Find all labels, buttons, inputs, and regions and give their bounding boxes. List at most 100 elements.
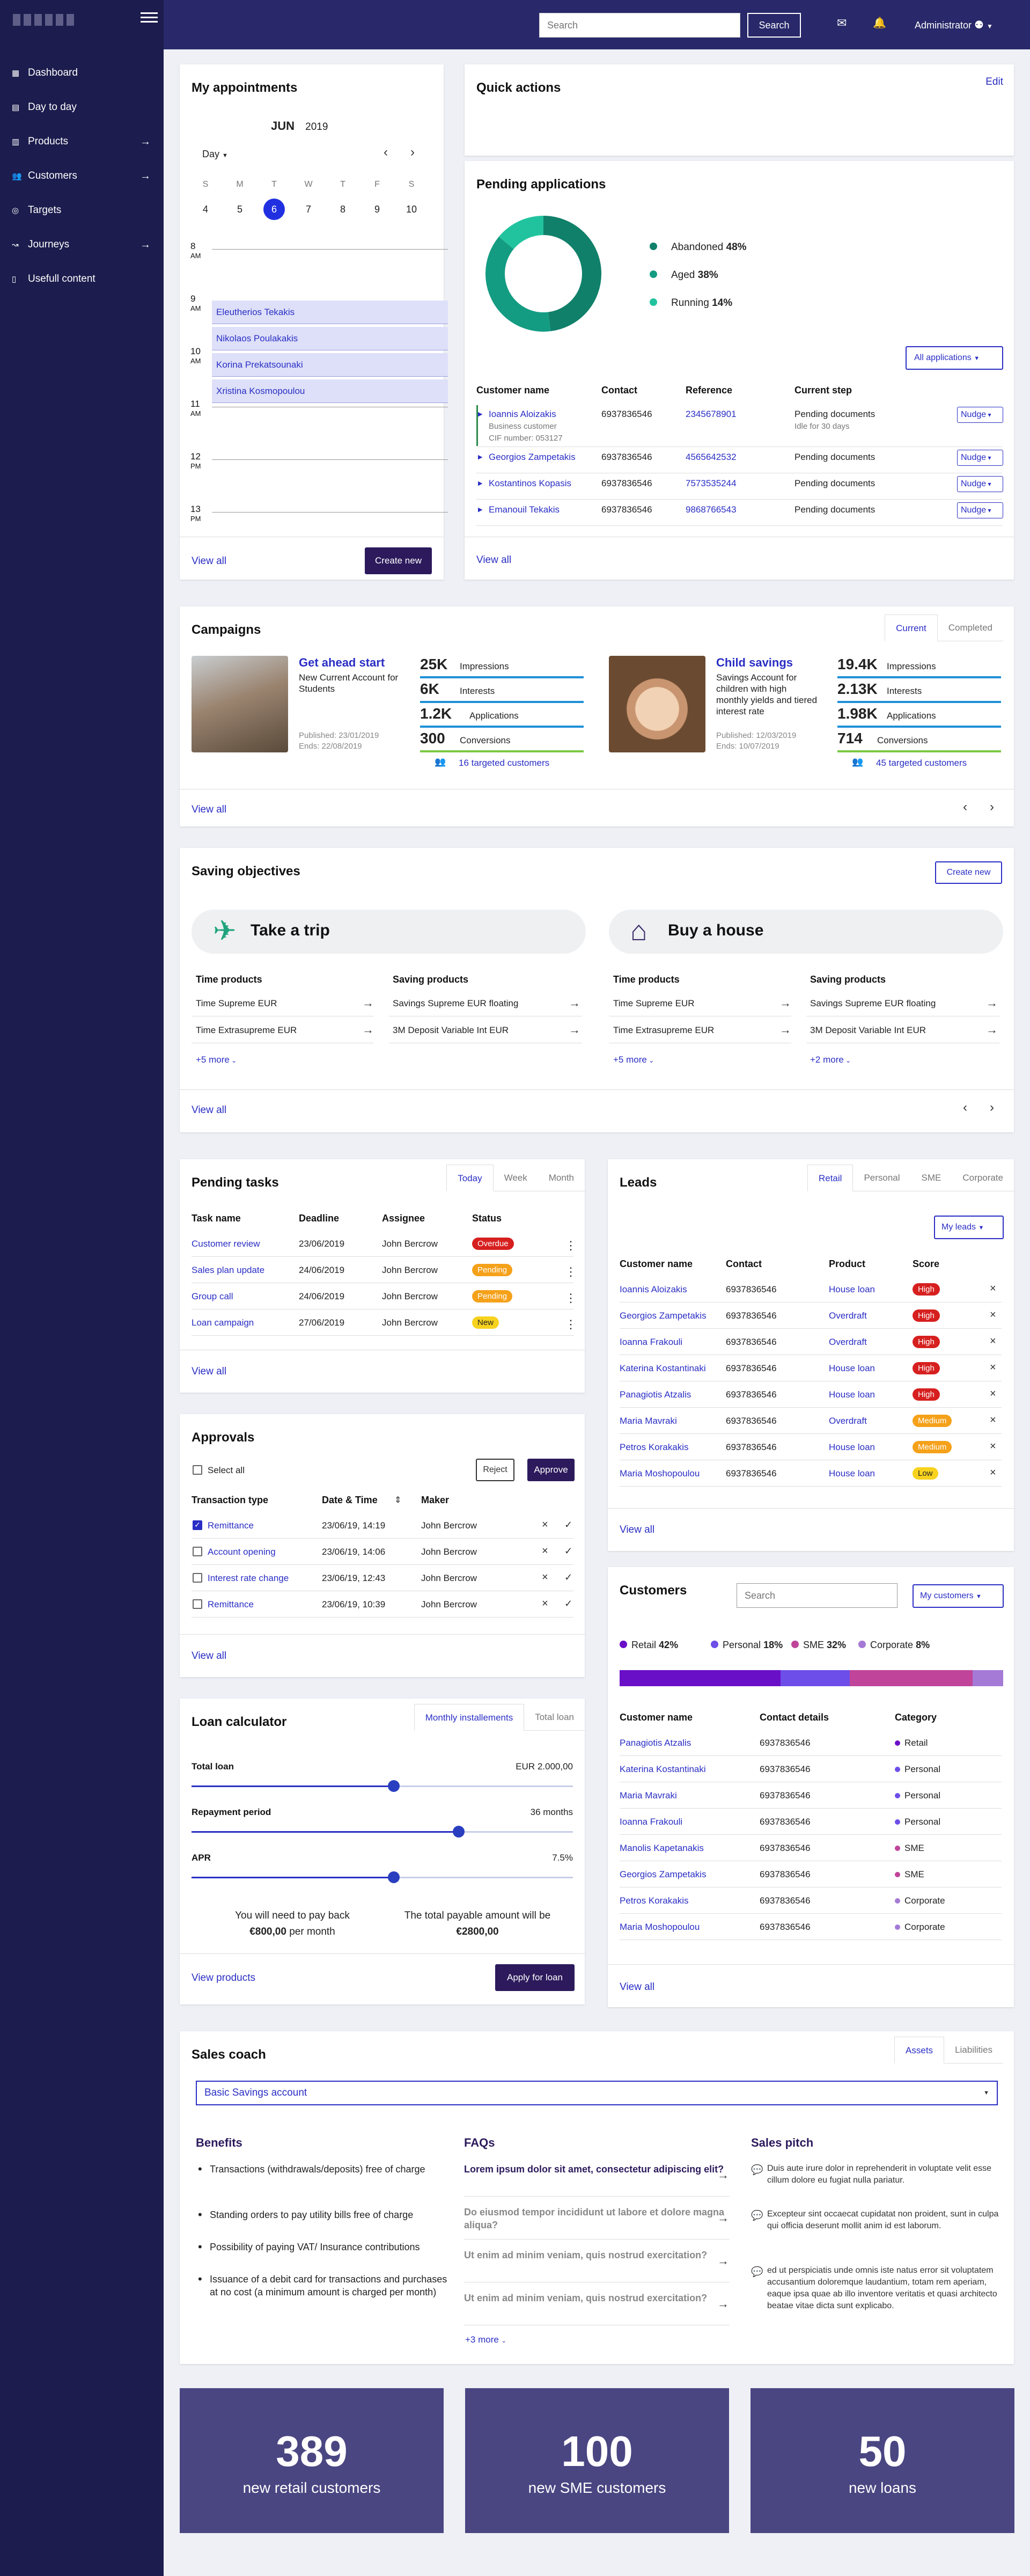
- bell-icon[interactable]: 🔔: [873, 17, 886, 29]
- edit-link[interactable]: Edit: [985, 76, 1003, 87]
- close-icon[interactable]: ×: [990, 1309, 996, 1321]
- sidebar-item-day-to-day[interactable]: ▤ Day to day: [0, 98, 164, 132]
- row-checkbox[interactable]: [193, 1599, 202, 1609]
- arrow-right-icon[interactable]: →: [717, 2297, 729, 2310]
- faq-question[interactable]: Ut enim ad minim veniam, quis nostrud ex…: [464, 2293, 708, 2303]
- calendar-day[interactable]: 7: [305, 204, 311, 215]
- customer-name-link[interactable]: Panagiotis Atzalis: [620, 1738, 691, 1748]
- close-icon[interactable]: ×: [990, 1283, 996, 1294]
- customer-name-link[interactable]: Ioannis Aloizakis: [489, 409, 556, 419]
- reference-link[interactable]: 4565642532: [686, 452, 737, 462]
- nudge-button[interactable]: Nudge ▾: [957, 502, 1003, 518]
- tasks-view-all[interactable]: View all: [192, 1366, 227, 1377]
- lead-name-link[interactable]: Panagiotis Atzalis: [620, 1389, 691, 1400]
- task-name-link[interactable]: Customer review: [192, 1239, 260, 1249]
- prev-icon[interactable]: ‹: [384, 145, 388, 159]
- close-icon[interactable]: ×: [990, 1335, 996, 1347]
- tab-sme[interactable]: SME: [910, 1165, 952, 1191]
- customer-name-link[interactable]: Petros Korakakis: [620, 1896, 689, 1906]
- tab-assets[interactable]: Assets: [894, 2037, 945, 2063]
- close-icon[interactable]: ×: [990, 1440, 996, 1452]
- more-icon[interactable]: ⋮: [565, 1239, 577, 1252]
- more-icon[interactable]: ⋮: [565, 1318, 577, 1331]
- create-appointment-button[interactable]: Create new: [365, 547, 432, 574]
- appointment-entry[interactable]: Nikolaos Poulakakis: [212, 327, 448, 350]
- customer-name-link[interactable]: Georgios Zampetakis: [620, 1869, 707, 1879]
- my-leads-select[interactable]: My leads ▼: [934, 1216, 1004, 1239]
- approve-icon[interactable]: ✓: [564, 1519, 573, 1530]
- prev-icon[interactable]: ‹: [963, 1100, 967, 1115]
- customer-name-link[interactable]: Georgios Zampetakis: [489, 452, 576, 462]
- nudge-button[interactable]: Nudge ▾: [957, 450, 1003, 466]
- arrow-right-icon[interactable]: →: [717, 2254, 729, 2267]
- expand-icon[interactable]: ▶: [478, 507, 483, 513]
- reference-link[interactable]: 2345678901: [686, 409, 737, 419]
- task-name-link[interactable]: Sales plan update: [192, 1265, 265, 1275]
- reject-button[interactable]: Reject: [476, 1459, 514, 1481]
- calendar-day[interactable]: 10: [406, 204, 417, 215]
- lead-name-link[interactable]: Georgios Zampetakis: [620, 1311, 707, 1321]
- arrow-right-icon[interactable]: →: [569, 996, 580, 1009]
- search-input[interactable]: [539, 13, 740, 38]
- lead-product-link[interactable]: Overdraft: [829, 1337, 867, 1347]
- targeted-customers-link[interactable]: 45 targeted customers: [876, 758, 967, 768]
- more-saving-products-link[interactable]: +2 more ⌄: [810, 1055, 851, 1065]
- transaction-type-link[interactable]: Remittance: [208, 1520, 254, 1531]
- reference-link[interactable]: 9868766543: [686, 504, 737, 515]
- product-item[interactable]: Time Extrasupreme EUR: [613, 1025, 715, 1035]
- lead-name-link[interactable]: Petros Korakakis: [620, 1442, 689, 1452]
- tab-total-loan[interactable]: Total loan: [524, 1704, 585, 1731]
- lead-name-link[interactable]: Maria Mavraki: [620, 1416, 677, 1426]
- lead-product-link[interactable]: House loan: [829, 1442, 876, 1452]
- faq-question[interactable]: Ut enim ad minim veniam, quis nostrud ex…: [464, 2250, 708, 2260]
- my-customers-select[interactable]: My customers ▼: [913, 1584, 1004, 1608]
- objective-take-a-trip[interactable]: ✈ Take a trip: [192, 910, 586, 954]
- arrow-right-icon[interactable]: →: [779, 1023, 791, 1036]
- lead-name-link[interactable]: Maria Moshopoulou: [620, 1468, 700, 1479]
- sidebar-item-usefull-content[interactable]: ▯ Usefull content: [0, 269, 164, 304]
- calendar-day[interactable]: 8: [340, 204, 345, 215]
- lead-product-link[interactable]: House loan: [829, 1389, 876, 1400]
- arrow-right-icon[interactable]: →: [717, 2168, 729, 2182]
- calendar-day[interactable]: 9: [374, 204, 380, 215]
- prev-icon[interactable]: ‹: [963, 800, 967, 814]
- product-select[interactable]: Basic Savings account ▼: [196, 2081, 998, 2105]
- tab-corporate[interactable]: Corporate: [952, 1165, 1014, 1191]
- all-applications-select[interactable]: All applications ▼: [906, 346, 1003, 370]
- slider-handle[interactable]: [387, 1871, 400, 1883]
- arrow-right-icon[interactable]: →: [986, 1023, 998, 1036]
- product-item[interactable]: Time Supreme EUR: [196, 998, 277, 1008]
- expand-icon[interactable]: ▶: [478, 411, 483, 418]
- transaction-type-link[interactable]: Remittance: [208, 1599, 254, 1609]
- apply-loan-button[interactable]: Apply for loan: [495, 1964, 575, 1991]
- product-item[interactable]: Savings Supreme EUR floating: [810, 998, 936, 1008]
- customer-search-input[interactable]: [737, 1583, 897, 1608]
- arrow-right-icon[interactable]: →: [779, 996, 791, 1009]
- approve-icon[interactable]: ✓: [564, 1572, 573, 1583]
- close-icon[interactable]: ×: [990, 1414, 996, 1426]
- row-checkbox[interactable]: [193, 1520, 202, 1530]
- view-select[interactable]: Day ▼: [202, 149, 228, 159]
- tab-liabilities[interactable]: Liabilities: [944, 2037, 1003, 2063]
- create-objective-button[interactable]: Create new: [935, 861, 1002, 884]
- leads-view-all[interactable]: View all: [620, 1524, 655, 1535]
- tab-retail[interactable]: Retail: [807, 1165, 854, 1191]
- nudge-button[interactable]: Nudge ▾: [957, 476, 1003, 492]
- tab-month[interactable]: Month: [538, 1165, 585, 1191]
- lead-name-link[interactable]: Ioannis Aloizakis: [620, 1284, 687, 1294]
- objective-buy-a-house[interactable]: ⌂ Buy a house: [609, 910, 1003, 954]
- more-time-products-link[interactable]: +5 more ⌄: [613, 1055, 654, 1065]
- search-button[interactable]: Search: [747, 13, 801, 38]
- sort-icon[interactable]: ⇕: [394, 1496, 402, 1505]
- approve-button[interactable]: Approve: [527, 1459, 575, 1481]
- calendar-day[interactable]: 4: [202, 204, 208, 215]
- tab-current[interactable]: Current: [885, 614, 938, 641]
- reject-icon[interactable]: ×: [542, 1519, 548, 1531]
- customer-name-link[interactable]: Katerina Kostantinaki: [620, 1764, 706, 1774]
- task-name-link[interactable]: Loan campaign: [192, 1318, 254, 1328]
- sidebar-item-journeys[interactable]: ↝ Journeys →: [0, 235, 164, 269]
- product-item[interactable]: 3M Deposit Variable Int EUR: [393, 1025, 509, 1035]
- product-item[interactable]: Time Supreme EUR: [613, 998, 695, 1008]
- nudge-button[interactable]: Nudge ▾: [957, 407, 1003, 423]
- next-icon[interactable]: ›: [410, 145, 415, 159]
